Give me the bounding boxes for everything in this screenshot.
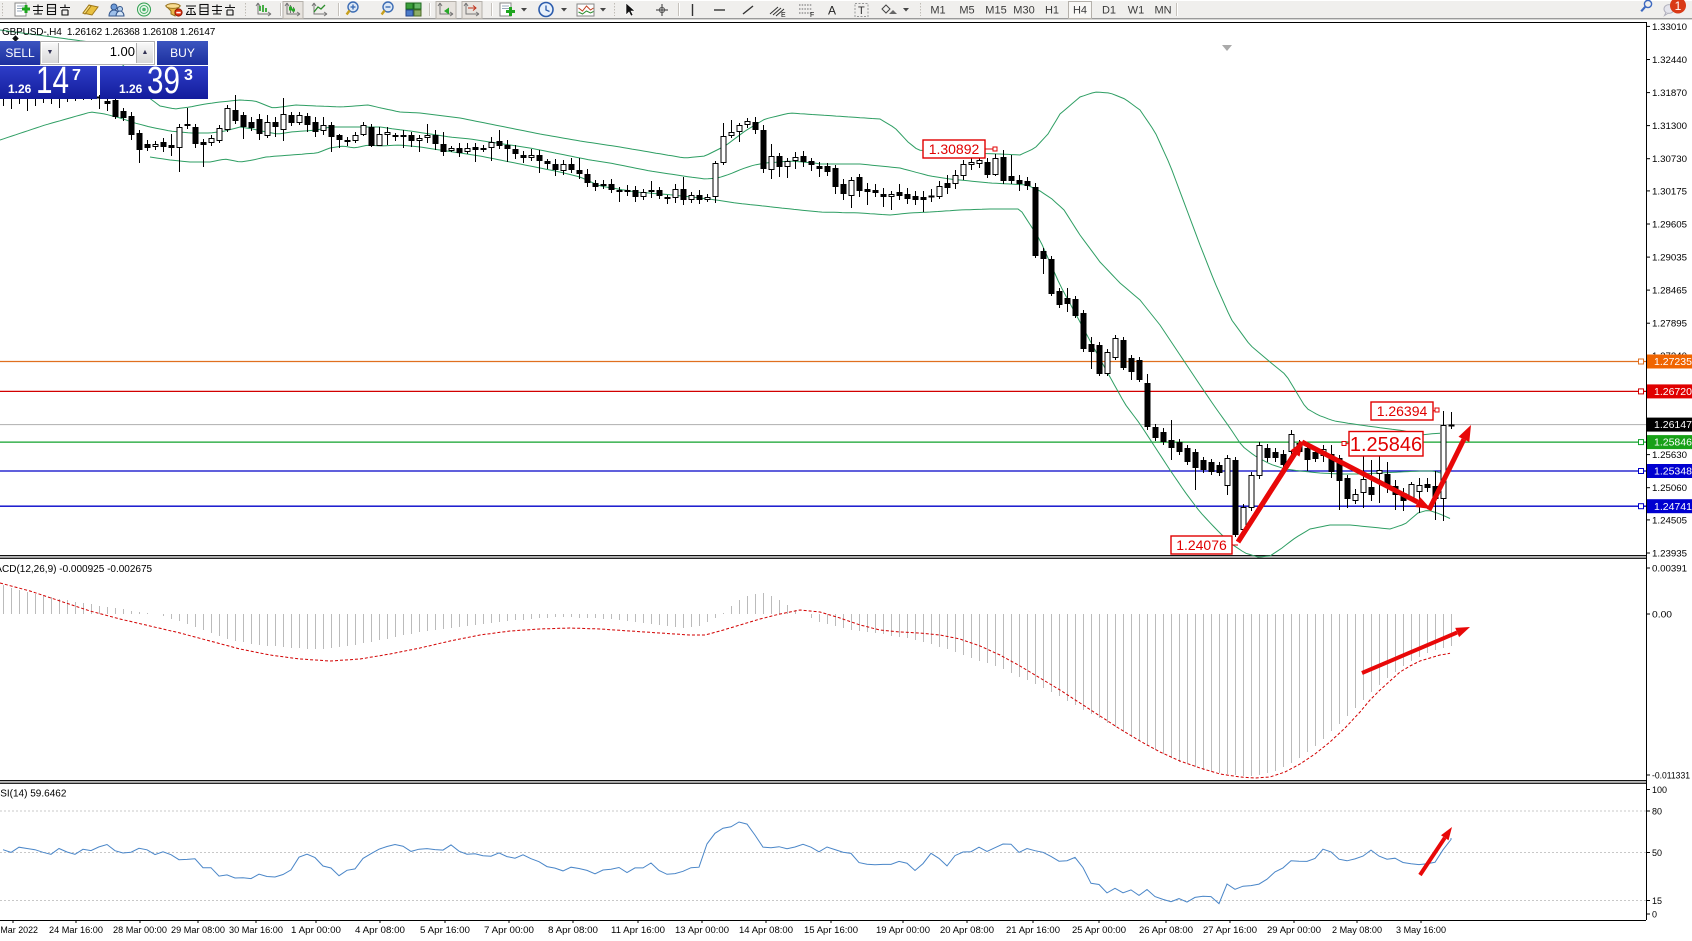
svg-text:29 Mar 08:00: 29 Mar 08:00 [171,925,225,935]
svg-text:26 Apr 08:00: 26 Apr 08:00 [1139,925,1193,935]
svg-text:1.25846: 1.25846 [1654,437,1692,449]
svg-text:20 Apr 08:00: 20 Apr 08:00 [940,925,994,935]
svg-text:28 Mar 00:00: 28 Mar 00:00 [113,925,167,935]
svg-text:7 Apr 00:00: 7 Apr 00:00 [484,925,534,935]
svg-text:MACD(12,26,9) -0.000925 -0.002: MACD(12,26,9) -0.000925 -0.002675 [0,564,153,575]
svg-text:1.26147: 1.26147 [1654,419,1692,431]
svg-text:T: T [858,5,865,17]
svg-text:0.00391: 0.00391 [1652,563,1687,574]
svg-text:29 Apr 00:00: 29 Apr 00:00 [1267,925,1321,935]
svg-text:100: 100 [1652,785,1667,796]
svg-text:25 Apr 00:00: 25 Apr 00:00 [1072,925,1126,935]
svg-text:1: 1 [1675,0,1682,13]
svg-text:A: A [828,4,836,18]
svg-text:8 Apr 08:00: 8 Apr 08:00 [548,925,598,935]
svg-text:15: 15 [1652,896,1662,907]
svg-text:M5: M5 [959,5,974,17]
svg-text:0.00: 0.00 [1652,609,1672,620]
svg-text:1.31300: 1.31300 [1652,121,1687,132]
svg-text:1.24741: 1.24741 [1654,501,1692,513]
svg-text:MN: MN [1154,5,1171,17]
svg-text:1.30730: 1.30730 [1652,154,1687,165]
svg-text:1.33010: 1.33010 [1652,22,1687,33]
svg-text:30 Mar 16:00: 30 Mar 16:00 [229,925,283,935]
svg-text:F: F [810,12,814,19]
svg-text:1.31870: 1.31870 [1652,88,1687,99]
svg-text:50: 50 [1652,848,1662,859]
svg-text:1.27235: 1.27235 [1654,356,1692,368]
svg-text:2 May 08:00: 2 May 08:00 [1332,925,1382,935]
svg-text:0: 0 [1652,909,1657,920]
svg-text:1.25846: 1.25846 [1350,434,1422,456]
svg-text:5 Apr 16:00: 5 Apr 16:00 [420,925,470,935]
svg-text:24 Mar 16:00: 24 Mar 16:00 [49,925,103,935]
svg-text:1.30175: 1.30175 [1652,186,1687,197]
svg-text:1.32440: 1.32440 [1652,55,1687,66]
svg-text:1.26720: 1.26720 [1654,386,1692,398]
svg-text:1.23935: 1.23935 [1652,548,1687,559]
svg-text:14 Apr 08:00: 14 Apr 08:00 [739,925,793,935]
svg-text:19 Apr 00:00: 19 Apr 00:00 [876,925,930,935]
svg-text:1.28465: 1.28465 [1652,286,1687,297]
svg-text:H4: H4 [1073,5,1087,17]
svg-text:1.24076: 1.24076 [1176,537,1227,553]
svg-text:15 Apr 16:00: 15 Apr 16:00 [804,925,858,935]
svg-text:-0.011331: -0.011331 [1652,770,1690,781]
svg-text:M30: M30 [1013,5,1034,17]
svg-text:21 Apr 16:00: 21 Apr 16:00 [1006,925,1060,935]
svg-text:E: E [781,12,786,19]
svg-text:1.27895: 1.27895 [1652,319,1687,330]
svg-text:80: 80 [1652,806,1662,817]
svg-text:4 Apr 08:00: 4 Apr 08:00 [355,925,405,935]
svg-text:RSI(14) 59.6462: RSI(14) 59.6462 [0,789,67,800]
svg-text:13 Apr 00:00: 13 Apr 00:00 [675,925,729,935]
svg-text:1.30892: 1.30892 [929,141,980,157]
svg-text:1.25630: 1.25630 [1652,450,1687,461]
svg-text:D1: D1 [1102,5,1116,17]
svg-text:M15: M15 [985,5,1006,17]
svg-text:11 Apr 16:00: 11 Apr 16:00 [611,925,665,935]
svg-text:1.29035: 1.29035 [1652,253,1687,264]
svg-text:1.26394: 1.26394 [1377,403,1428,419]
svg-text:27 Apr 16:00: 27 Apr 16:00 [1203,925,1257,935]
svg-text:1.25060: 1.25060 [1652,483,1687,494]
svg-text:23 Mar 2022: 23 Mar 2022 [0,925,38,935]
svg-text:1.29605: 1.29605 [1652,219,1687,230]
svg-text:W1: W1 [1128,5,1145,17]
svg-text:3 May 16:00: 3 May 16:00 [1396,925,1446,935]
svg-text:H1: H1 [1045,5,1059,17]
svg-text:1.24505: 1.24505 [1652,515,1687,526]
svg-text:M1: M1 [930,5,945,17]
svg-text:1.25348: 1.25348 [1654,466,1692,478]
svg-text:1 Apr 00:00: 1 Apr 00:00 [291,925,341,935]
